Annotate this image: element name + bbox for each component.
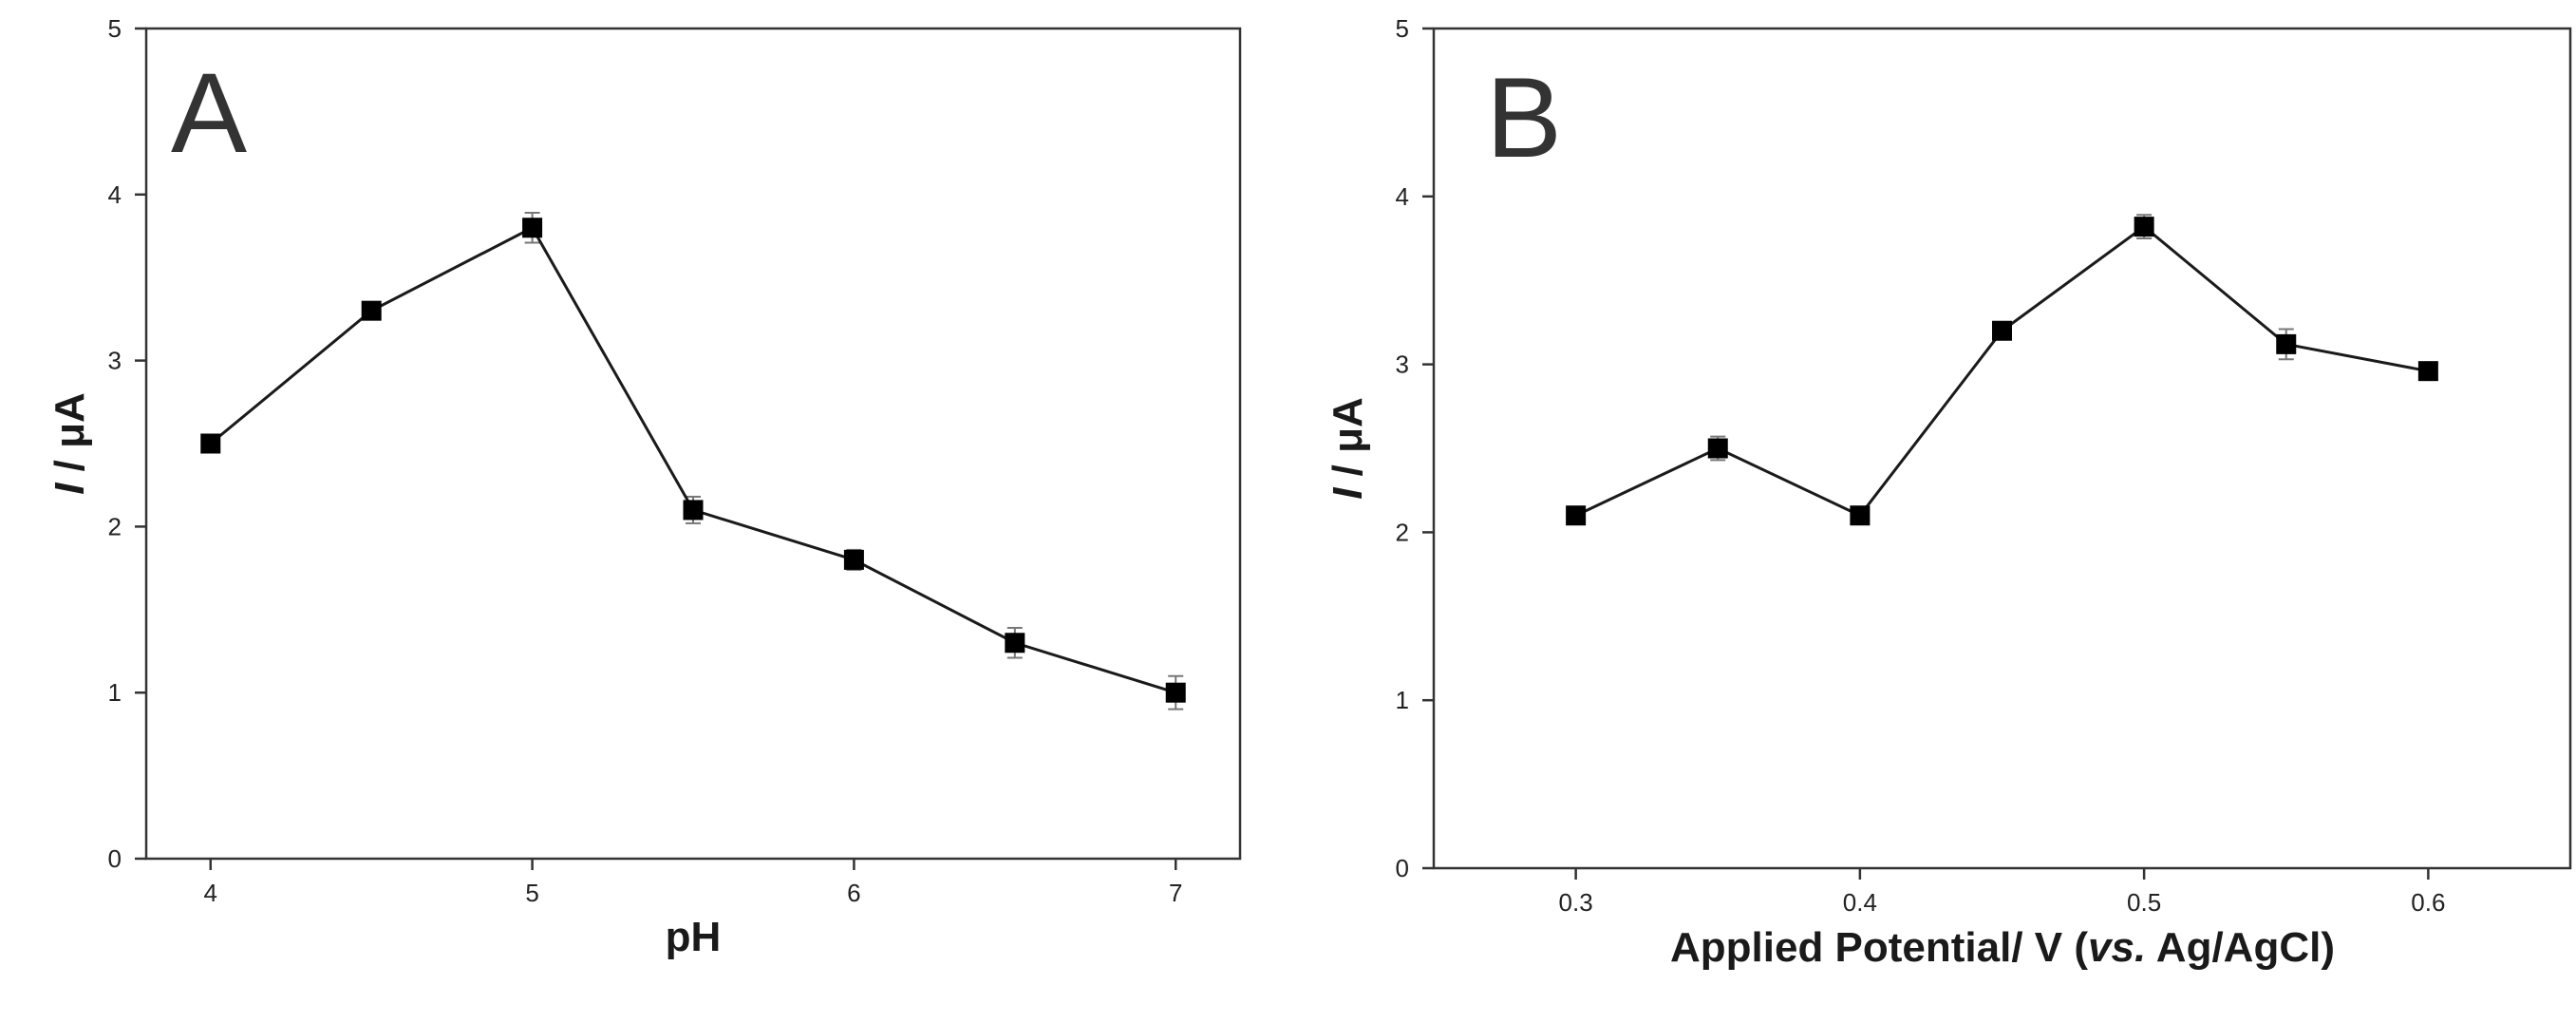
panel-a-markers <box>200 218 1186 703</box>
panel-b-x-tick-label: 0.6 <box>2411 888 2445 917</box>
panel-b-xlabel-post: Ag/AgCl) <box>2146 924 2335 971</box>
panel-a-data-point <box>1165 682 1186 703</box>
panel-a-y-tick-label: 3 <box>108 347 122 375</box>
panel-a-x-tick-label: 6 <box>847 879 860 907</box>
panel-b-markers <box>1566 217 2438 526</box>
panel-b-letter: B <box>1486 54 1562 181</box>
panel-b-x-axis-label: Applied Potential/ V (vs. Ag/AgCl) <box>1670 924 2335 971</box>
panel-b-data-point <box>2134 217 2154 237</box>
panel-a-line <box>209 225 1176 694</box>
panel-b-data-point <box>1566 505 1587 526</box>
panel-a-x-tick-label: 5 <box>525 879 538 907</box>
panel-b-data-point <box>1850 505 1871 526</box>
panel-a-y-tick-label: 2 <box>108 512 122 540</box>
panel-a-chart: A 4 5 6 7 0 1 2 3 4 5 pH I / μA <box>47 14 1242 960</box>
panel-b-xlabel-pre: Applied Potential/ V ( <box>1670 924 2088 971</box>
panel-a-data-point <box>683 500 704 521</box>
panel-b-series-line <box>1574 224 2429 518</box>
panel-b-data-point <box>2276 333 2297 354</box>
panel-b-plot-frame <box>1432 27 2572 870</box>
panel-a-data-point <box>200 433 221 454</box>
panel-b-ylabel-unit: / μA <box>1325 397 1371 487</box>
panel-b-y-tick-label: 2 <box>1396 518 1409 546</box>
panel-a-error-bars <box>202 212 1184 710</box>
panel-a-data-point <box>361 300 382 321</box>
panel-a-y-tick-label: 0 <box>108 844 122 873</box>
panel-a-y-tick-label: 1 <box>108 678 122 707</box>
panel-a-x-axis-label: pH <box>666 914 722 960</box>
panel-b-x-tick-label: 0.3 <box>1559 888 1593 917</box>
panel-b-x-tick-label: 0.4 <box>1843 888 1877 917</box>
panel-b-y-tick-label: 0 <box>1396 854 1409 882</box>
panel-a-ylabel-unit: / μA <box>47 392 93 483</box>
panel-a-x-tick-label: 4 <box>204 879 217 907</box>
panel-b-data-point <box>1992 320 2012 341</box>
panel-a-x-tick-label: 7 <box>1169 879 1182 907</box>
panel-b-error-bars <box>1568 214 2436 523</box>
panel-b-y-tick-label: 4 <box>1396 182 1409 211</box>
panel-a-data-point <box>843 549 864 570</box>
panel-b-ticks: 0.3 0.4 0.5 0.6 0 1 2 3 4 5 <box>1396 14 2446 917</box>
panel-b-chart: B 0.3 0.4 0.5 0.6 0 1 2 3 4 5 Applied Potential/ … <box>1325 14 2572 971</box>
panel-b-line <box>1574 224 2429 518</box>
panel-a-letter: A <box>171 49 247 177</box>
panel-a-y-tick-label: 4 <box>108 180 122 209</box>
panel-b-y-tick-label: 3 <box>1396 350 1409 379</box>
panel-b-y-tick-label: 5 <box>1396 14 1409 43</box>
panel-b-xlabel-italic: vs. <box>2088 924 2146 971</box>
panel-a-ylabel-symbol: I <box>47 483 93 495</box>
panel-a-plot-frame <box>144 27 1242 861</box>
panel-b-data-point <box>1707 438 1728 459</box>
panel-b-ylabel-symbol: I <box>1325 487 1371 500</box>
panel-a-y-tick-label: 5 <box>108 14 122 43</box>
panel-a-data-point <box>522 218 543 238</box>
panel-b-x-tick-label: 0.5 <box>2127 888 2161 917</box>
panel-a-data-point <box>1005 633 1025 654</box>
panel-b-y-axis-label: I / μA <box>1325 397 1371 500</box>
panel-a-y-axis-label: I / μA <box>47 392 93 495</box>
panel-a-ticks: 4 5 6 7 0 1 2 3 4 5 <box>108 14 1183 907</box>
panel-a-series-line <box>209 225 1176 694</box>
panel-b-data-point <box>2417 361 2438 382</box>
panel-b-y-tick-label: 1 <box>1396 686 1409 714</box>
